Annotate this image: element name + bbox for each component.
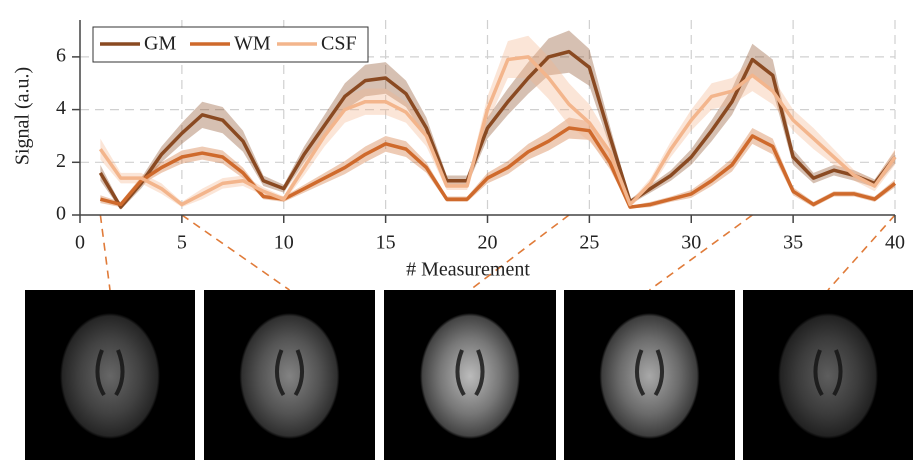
error-band [100,35,895,208]
connector [181,214,290,291]
x-tick-label: 35 [783,232,803,254]
connector [827,214,896,291]
y-axis-label: Signal (a.u.) [12,67,34,165]
x-tick-label: 30 [681,232,701,254]
x-tick-label: 25 [579,232,599,254]
y-tick-label: 2 [56,150,66,172]
connector [649,214,753,291]
ventricles [813,349,843,397]
connector [99,214,111,291]
y-tick-label: 4 [56,97,66,119]
ventricles [275,349,304,397]
y-tick-label: 6 [56,44,66,66]
ventricles [95,349,125,397]
legend-label: GM [144,33,176,55]
x-tick-label: 0 [75,232,85,254]
brain [60,313,160,439]
brain [599,313,700,439]
x-tick-label: 5 [177,232,187,254]
brain [239,313,340,439]
ventricles [635,349,664,397]
connector [469,214,570,291]
error-band [100,117,895,209]
y-tick-label: 0 [56,203,66,225]
legend-label: CSF [321,33,357,55]
series-line [98,49,897,209]
brain [420,313,520,439]
x-tick-label: 15 [376,232,396,254]
legend-label: WM [234,33,271,55]
x-tick-label: 10 [274,232,294,254]
ventricles [455,349,485,397]
x-axis-label: # Measurement [406,259,530,281]
series-line [99,126,897,209]
background-layer [99,214,896,291]
x-tick-label: 20 [478,232,498,254]
brain [778,313,878,439]
series-line [98,55,897,207]
x-tick-label: 40 [885,232,905,254]
